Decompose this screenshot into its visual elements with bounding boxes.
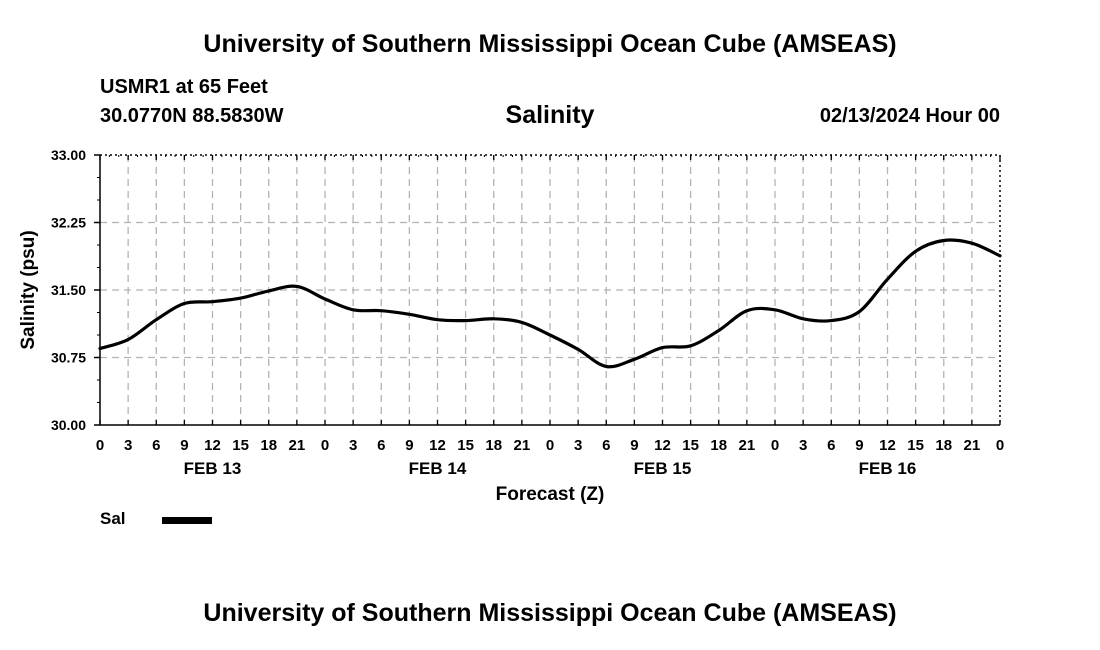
station-name: USMR1 at 65 Feet <box>100 76 268 98</box>
x-tick-label: 9 <box>405 437 413 454</box>
forecast-date-label: 02/13/2024 Hour 00 <box>819 105 1000 127</box>
x-tick-label: 12 <box>654 437 671 454</box>
x-tick-label: 21 <box>289 437 306 454</box>
chart-footer-title: University of Southern Mississippi Ocean… <box>203 599 897 627</box>
x-day-label: FEB 14 <box>409 459 467 478</box>
x-tick-label: 18 <box>485 437 502 454</box>
y-tick-label: 30.75 <box>51 350 86 366</box>
x-tick-label: 0 <box>321 437 329 454</box>
x-tick-label: 3 <box>574 437 582 454</box>
x-tick-label: 0 <box>96 437 104 454</box>
x-tick-label: 3 <box>124 437 132 454</box>
x-day-label: FEB 13 <box>184 459 242 478</box>
x-tick-label: 9 <box>630 437 638 454</box>
x-tick-label: 12 <box>429 437 446 454</box>
x-tick-label: 6 <box>377 437 385 454</box>
x-tick-label: 15 <box>457 437 474 454</box>
x-tick-label: 21 <box>964 437 981 454</box>
x-tick-label: 6 <box>602 437 610 454</box>
chart-variable-title: Salinity <box>505 101 595 129</box>
legend-label: Sal <box>100 509 126 528</box>
x-tick-label: 21 <box>739 437 756 454</box>
x-axis-label: Forecast (Z) <box>496 484 605 505</box>
x-tick-label: 18 <box>260 437 277 454</box>
x-tick-label: 12 <box>204 437 221 454</box>
x-tick-label: 3 <box>349 437 357 454</box>
x-tick-label: 0 <box>546 437 554 454</box>
x-day-label: FEB 15 <box>634 459 692 478</box>
chart-main-title: University of Southern Mississippi Ocean… <box>203 30 897 58</box>
y-tick-label: 32.25 <box>51 215 86 231</box>
x-tick-label: 12 <box>879 437 896 454</box>
x-tick-label: 18 <box>710 437 727 454</box>
x-tick-label: 15 <box>232 437 249 454</box>
x-tick-label: 9 <box>855 437 863 454</box>
x-day-label: FEB 16 <box>859 459 917 478</box>
legend-line-swatch <box>162 517 212 524</box>
y-tick-label: 33.00 <box>51 147 86 163</box>
x-tick-label: 6 <box>152 437 160 454</box>
x-tick-label: 18 <box>935 437 952 454</box>
y-tick-label: 30.00 <box>51 417 86 433</box>
y-axis-label: Salinity (psu) <box>18 230 39 349</box>
y-tick-label: 31.50 <box>51 282 86 298</box>
x-tick-label: 0 <box>771 437 779 454</box>
x-tick-label: 15 <box>682 437 699 454</box>
station-coordinates: 30.0770N 88.5830W <box>100 105 284 127</box>
x-tick-label: 15 <box>907 437 924 454</box>
x-tick-label: 21 <box>514 437 531 454</box>
x-tick-label: 3 <box>799 437 807 454</box>
x-tick-label: 9 <box>180 437 188 454</box>
x-tick-label: 6 <box>827 437 835 454</box>
salinity-series-line <box>98 238 1002 369</box>
x-tick-label: 0 <box>996 437 1004 454</box>
